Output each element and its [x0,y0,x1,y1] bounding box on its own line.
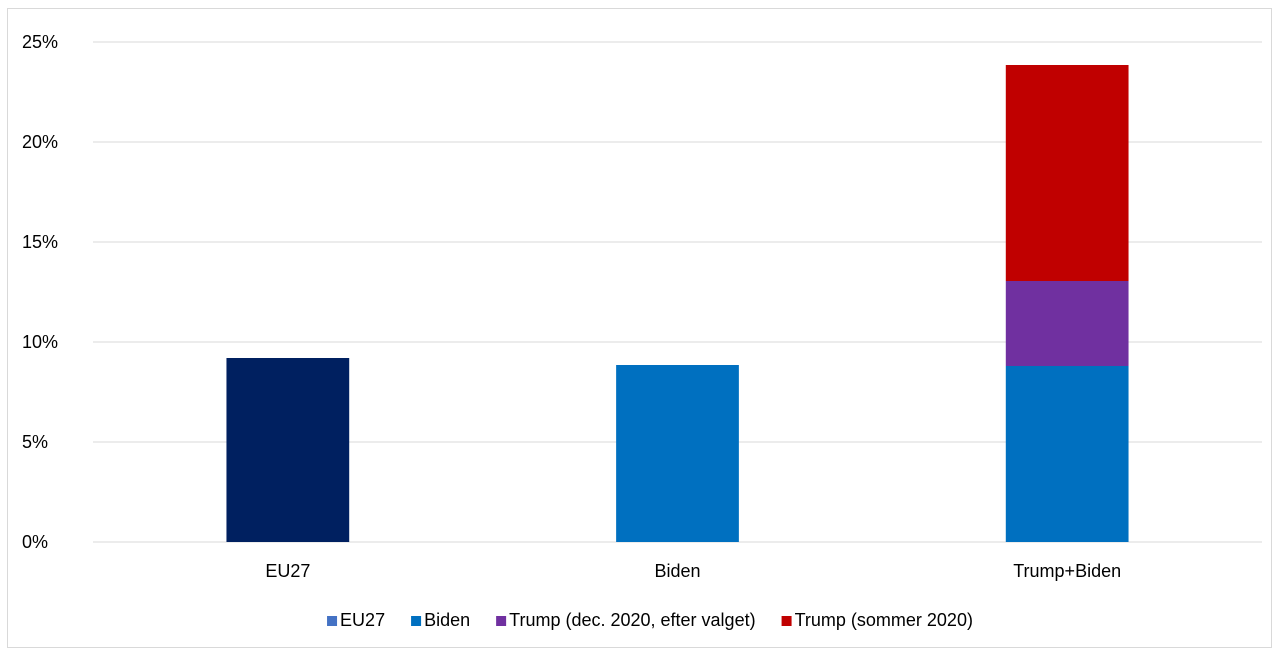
bar-eu27-series-0 [226,358,350,542]
bar-biden-series-1 [616,365,739,542]
x-category-label: Trump+Biden [1013,561,1121,581]
legend-swatch [411,616,422,626]
y-tick-label: 0% [22,532,48,552]
legend-swatch [327,616,338,626]
legend-swatch [781,616,792,626]
x-category-label: EU27 [265,561,310,581]
bar-trump-biden-series-1 [1005,366,1129,542]
legend-item[interactable]: Biden [411,610,470,630]
y-tick-label: 15% [22,232,58,252]
legend-item[interactable]: Trump (sommer 2020) [781,610,973,630]
y-axis-ticks: 0% 5% 10% 15% 20% 25% [22,32,58,552]
legend-label: Trump (dec. 2020, efter valget) [509,610,755,630]
bar-trump-biden-series-2 [1005,281,1129,366]
y-tick-label: 5% [22,432,48,452]
legend-label: Trump (sommer 2020) [795,610,973,630]
legend-label: Biden [424,610,470,630]
bars [226,65,1129,542]
bar-trump-biden-series-3 [1005,65,1129,281]
legend-item[interactable]: Trump (dec. 2020, efter valget) [496,610,756,630]
legend-label: EU27 [340,610,385,630]
legend-swatch [496,616,507,626]
y-tick-label: 10% [22,332,58,352]
y-tick-label: 25% [22,32,58,52]
legend-item[interactable]: EU27 [327,610,385,630]
legend[interactable]: EU27 Biden Trump (dec. 2020, efter valget)… [327,610,973,630]
category-labels: EU27 Biden Trump+Biden [265,561,1121,581]
y-tick-label: 20% [22,132,58,152]
x-category-label: Biden [654,561,700,581]
